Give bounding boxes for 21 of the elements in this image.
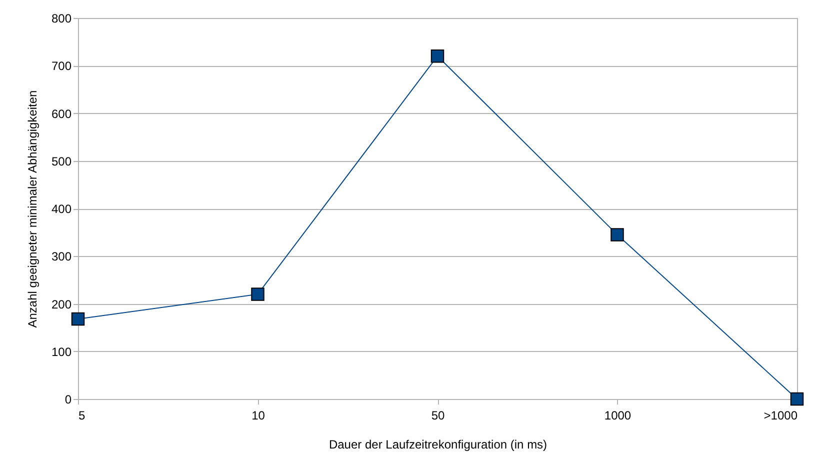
y-tick-label: 100 (51, 344, 72, 359)
y-tick-label: 600 (51, 106, 72, 121)
point (430, 49, 444, 63)
x-tick-label: 1000 (604, 408, 632, 422)
y-tick-label: 700 (51, 59, 72, 74)
y-tick-label: 400 (51, 202, 72, 216)
x-tick-label: 50 (431, 408, 445, 422)
x-tick-label: >1000 (764, 408, 798, 422)
y-tick-label: 200 (51, 297, 72, 312)
x-tick-label: 5 (78, 408, 86, 422)
y-tick-label: 800 (51, 12, 72, 26)
point (610, 228, 624, 242)
point (251, 288, 264, 301)
x-axis-title: Dauer der Laufzeitrekonfiguration (in ms) (328, 438, 548, 452)
y-axis-title: Anzahl geeigneter minimaler Abhängigkeiten (25, 90, 40, 328)
point (790, 392, 804, 406)
point (71, 312, 85, 326)
x-tick-label: 10 (252, 408, 266, 422)
y-tick-label: 300 (51, 250, 72, 264)
y-tick-label: 0 (64, 392, 72, 406)
y-tick-label: 500 (51, 154, 72, 168)
